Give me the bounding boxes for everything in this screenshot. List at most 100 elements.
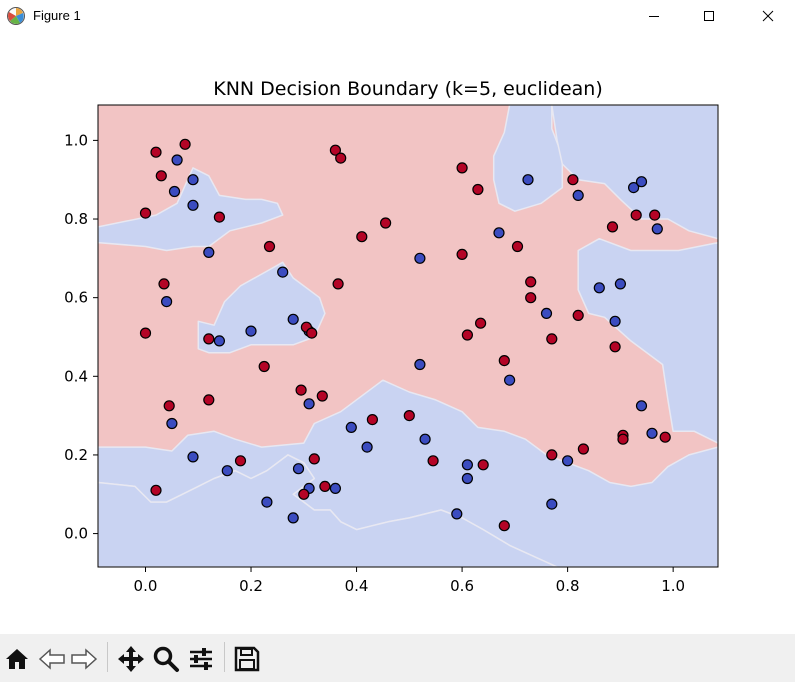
class0-point — [245, 325, 257, 337]
class0-point — [171, 154, 183, 166]
class1-point — [427, 455, 439, 467]
class0-point — [609, 315, 621, 327]
class1-point — [139, 327, 152, 339]
class1-point — [456, 248, 468, 260]
class0-point — [261, 496, 273, 508]
close-button[interactable] — [745, 0, 791, 32]
minimize-button[interactable] — [631, 0, 677, 32]
pan-button[interactable] — [116, 644, 146, 674]
class0-point — [546, 498, 558, 510]
class1-point — [308, 453, 320, 465]
class1-point — [150, 484, 162, 496]
pan-move-icon — [118, 646, 144, 672]
class0-point — [277, 266, 289, 278]
class0-point — [168, 185, 181, 198]
class1-point — [329, 144, 341, 156]
class0-point — [540, 307, 553, 319]
class1-point — [234, 455, 247, 467]
class0-point — [187, 451, 199, 463]
configure-subplots-icon — [190, 648, 212, 670]
toolbar-separator — [107, 642, 108, 672]
class1-point — [319, 480, 331, 492]
class0-point — [451, 508, 463, 520]
maximize-button[interactable] — [686, 0, 732, 32]
class1-point — [163, 400, 175, 412]
y-tick-label: 0.8 — [64, 210, 88, 228]
home-button[interactable] — [2, 644, 32, 674]
class0-point — [345, 421, 357, 433]
class0-region — [98, 454, 558, 567]
class0-point — [614, 278, 627, 290]
y-tick-label: 0.2 — [64, 446, 88, 464]
class0-point — [161, 296, 173, 308]
class0-point — [187, 199, 199, 211]
class1-point — [203, 394, 215, 406]
class0-point — [651, 223, 663, 235]
class1-point — [332, 278, 344, 290]
class0-point — [504, 374, 516, 386]
chart-title: KNN Decision Boundary (k=5, euclidean) — [213, 78, 602, 100]
forward-arrow-icon — [71, 648, 98, 670]
class1-point — [525, 276, 537, 288]
class0-point — [627, 182, 640, 194]
class1-point — [356, 231, 368, 243]
class1-point — [456, 162, 468, 174]
window-title: Figure 1 — [33, 8, 81, 23]
class1-point — [203, 333, 215, 345]
class1-point — [498, 520, 510, 532]
configure-subplots-button[interactable] — [186, 644, 216, 674]
class0-point — [635, 400, 648, 412]
class0-point — [635, 176, 648, 188]
y-tick-label: 0.4 — [64, 367, 88, 385]
class1-point — [659, 431, 671, 443]
x-tick-label: 0.8 — [556, 577, 580, 595]
save-button[interactable] — [232, 644, 262, 674]
class0-point — [593, 282, 605, 294]
y-tick-label: 0.0 — [64, 525, 88, 543]
x-tick-label: 0.2 — [239, 577, 263, 595]
class0-point — [287, 512, 299, 524]
class1-point — [295, 384, 307, 396]
class0-point — [522, 174, 534, 186]
class1-point — [403, 410, 415, 422]
class1-point — [525, 292, 537, 304]
home-icon — [6, 649, 28, 669]
class0-region — [492, 105, 564, 212]
class1-point — [475, 317, 487, 329]
x-tick-label: 1.0 — [661, 577, 685, 595]
class0-point — [461, 472, 473, 485]
class1-point — [572, 309, 584, 321]
class0-point — [287, 313, 299, 325]
class1-point — [477, 459, 489, 471]
class1-point — [298, 488, 310, 500]
class1-point — [306, 327, 318, 339]
class0-point — [166, 417, 178, 430]
back-button[interactable] — [37, 644, 67, 674]
class1-point — [511, 240, 524, 253]
class1-point — [472, 183, 484, 196]
toolbar-separator — [224, 642, 225, 672]
class0-point — [561, 455, 574, 467]
class1-point — [649, 209, 661, 221]
class1-point — [139, 207, 152, 219]
class0-point — [221, 465, 233, 477]
class0-region — [577, 237, 718, 444]
class1-point — [316, 390, 328, 402]
class1-point — [609, 341, 621, 353]
class0-region — [551, 105, 718, 240]
forward-button[interactable] — [69, 644, 99, 674]
class1-point — [546, 449, 558, 461]
knn-scatter-chart: 0.0 0.2 0.4 0.6 0.8 1.0 0.0 0.2 0.4 0.6 0.8 1.0 KNN… — [64, 78, 719, 595]
class0-point — [414, 252, 426, 264]
save-floppy-icon — [234, 646, 260, 672]
class1-point — [179, 138, 191, 150]
class1-point — [577, 443, 590, 455]
zoom-button[interactable] — [151, 644, 181, 674]
class1-point — [335, 152, 347, 164]
back-arrow-icon — [38, 648, 65, 670]
class0-point — [203, 246, 215, 258]
class1-point — [630, 209, 642, 221]
minimize-icon — [649, 16, 659, 17]
class0-region — [197, 261, 326, 354]
class1-point — [263, 240, 276, 253]
